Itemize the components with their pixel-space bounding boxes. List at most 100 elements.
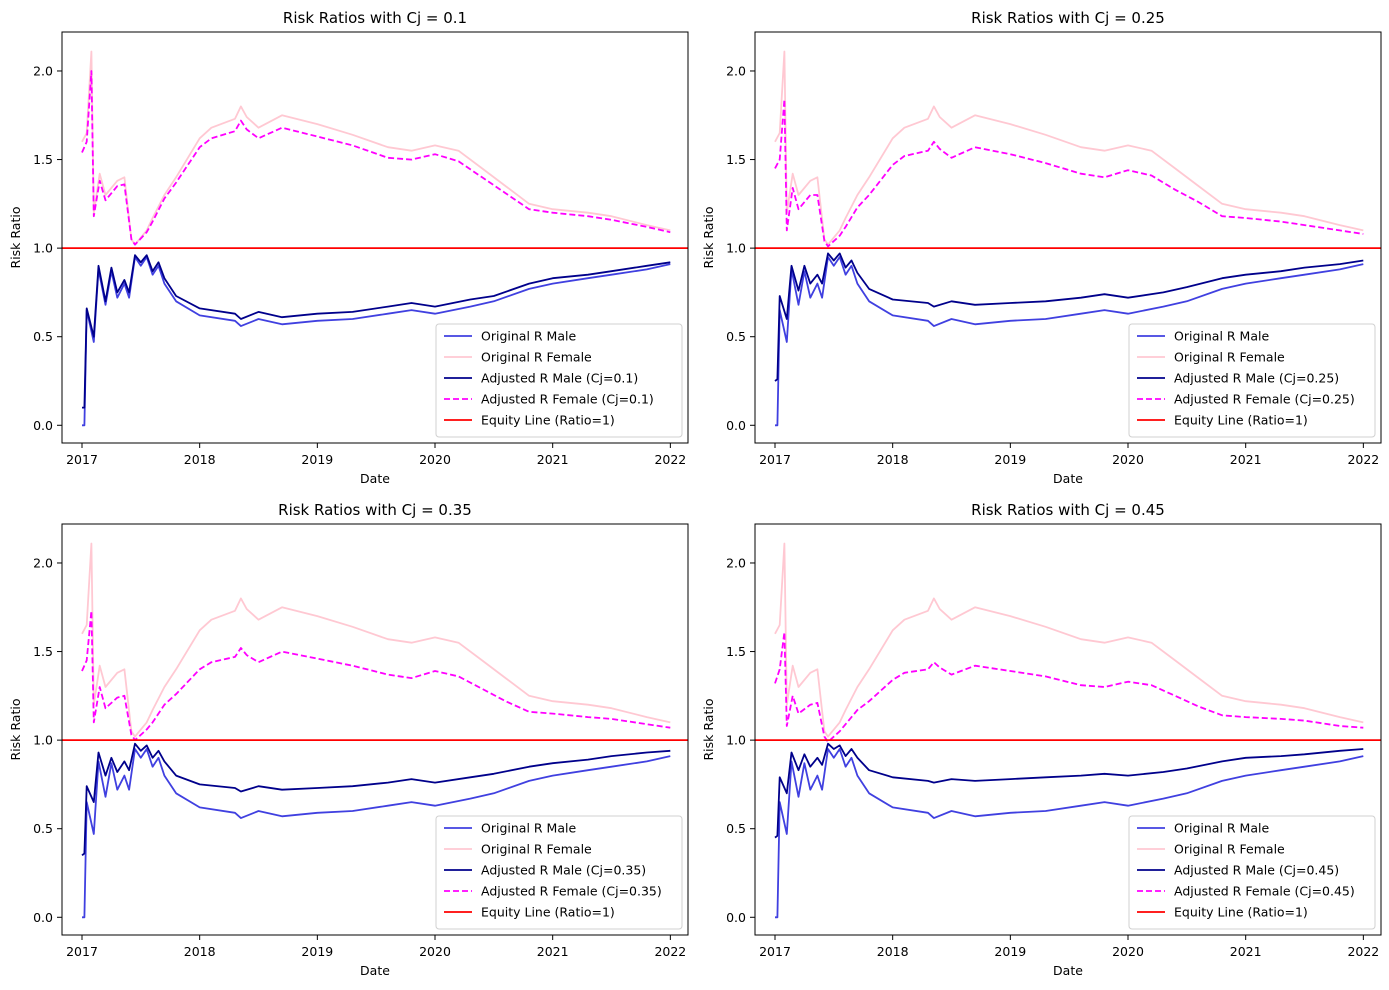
x-tick-label: 2020	[1112, 452, 1144, 467]
legend-label: Original R Female	[481, 842, 592, 857]
legend-label: Adjusted R Female (Cj=0.35)	[481, 884, 662, 899]
series-line-adj-male	[774, 742, 1364, 839]
legend-label: Adjusted R Female (Cj=0.25)	[1174, 392, 1355, 407]
legend-label: Adjusted R Female (Cj=0.45)	[1174, 884, 1355, 899]
legend: Original R Male Original R Female Adjusted…	[435, 815, 683, 930]
plot-area	[62, 542, 688, 919]
y-tick-label: 1.0	[726, 733, 746, 748]
y-tick-label: 1.0	[33, 241, 53, 256]
x-tick-label: 2019	[994, 944, 1026, 959]
x-tick-label: 2022	[654, 452, 686, 467]
y-axis-label: Risk Ratio	[701, 699, 716, 761]
legend-box	[1128, 323, 1376, 438]
x-axis-label: Date	[1053, 963, 1083, 978]
y-tick-label: 0.5	[33, 329, 53, 344]
legend-box	[435, 815, 683, 930]
x-tick-label: 2017	[66, 452, 98, 467]
y-tick-label: 1.5	[33, 644, 53, 659]
legend-label: Equity Line (Ratio=1)	[1174, 905, 1308, 920]
x-axis-label: Date	[360, 471, 390, 486]
legend-label: Original R Female	[1174, 842, 1285, 857]
series-line-adj-female	[774, 631, 1364, 743]
x-tick-label: 2017	[759, 452, 791, 467]
x-tick-label: 2021	[1230, 452, 1262, 467]
series-line-adj-female	[81, 70, 671, 246]
x-axis-label: Date	[360, 963, 390, 978]
legend-label: Equity Line (Ratio=1)	[481, 905, 615, 920]
y-axis-label: Risk Ratio	[701, 207, 716, 269]
x-axis-label: Date	[1053, 471, 1083, 486]
legend-label: Original R Male	[1174, 329, 1269, 344]
y-tick-label: 1.5	[726, 644, 746, 659]
legend-box	[1128, 815, 1376, 930]
axes-frame	[61, 31, 689, 444]
plot-area	[755, 542, 1381, 919]
y-axis-label: Risk Ratio	[8, 207, 23, 269]
y-tick-label: 2.0	[33, 555, 53, 570]
x-tick-label: 2017	[66, 944, 98, 959]
axes-frame	[61, 523, 689, 936]
legend-label: Original R Male	[481, 821, 576, 836]
subplot-1: Risk Ratios with Cj = 0.1 2017 2018 2019 202…	[8, 9, 689, 486]
y-tick-label: 0.0	[726, 910, 746, 925]
subplot-title: Risk Ratios with Cj = 0.25	[971, 9, 1165, 27]
legend-label: Original R Female	[1174, 350, 1285, 365]
x-tick-label: 2022	[654, 944, 686, 959]
x-tick-label: 2018	[877, 452, 909, 467]
x-tick-label: 2018	[184, 944, 216, 959]
legend-label: Original R Male	[481, 329, 576, 344]
x-tick-label: 2021	[1230, 944, 1262, 959]
series-line-orig-female	[81, 542, 671, 738]
axes-frame	[754, 523, 1382, 936]
legend-label: Original R Female	[481, 350, 592, 365]
legend-box	[435, 323, 683, 438]
series-line-orig-male	[775, 256, 1364, 427]
y-tick-label: 0.5	[726, 821, 746, 836]
y-tick-label: 1.0	[726, 241, 746, 256]
y-tick-label: 2.0	[33, 63, 53, 78]
y-axis-label: Risk Ratio	[8, 699, 23, 761]
subplot-title: Risk Ratios with Cj = 0.35	[278, 501, 472, 519]
series-line-adj-female	[81, 609, 671, 741]
series-line-orig-female	[774, 50, 1364, 246]
x-tick-label: 2019	[994, 452, 1026, 467]
legend: Original R Male Original R Female Adjusted…	[1128, 815, 1376, 930]
x-tick-label: 2019	[301, 452, 333, 467]
x-tick-label: 2019	[301, 944, 333, 959]
plot-area	[755, 50, 1381, 427]
y-tick-label: 0.0	[726, 418, 746, 433]
x-tick-label: 2020	[419, 944, 451, 959]
subplot-title: Risk Ratios with Cj = 0.1	[283, 9, 467, 27]
y-tick-label: 0.0	[33, 910, 53, 925]
axes-frame	[754, 31, 1382, 444]
plot-area	[62, 50, 688, 427]
x-tick-label: 2022	[1347, 452, 1379, 467]
x-tick-label: 2018	[184, 452, 216, 467]
y-tick-label: 1.5	[33, 152, 53, 167]
y-tick-label: 2.0	[726, 63, 746, 78]
y-tick-label: 1.0	[33, 733, 53, 748]
legend-label: Original R Male	[1174, 821, 1269, 836]
legend-label: Adjusted R Male (Cj=0.25)	[1174, 371, 1339, 386]
x-tick-label: 2021	[537, 944, 569, 959]
series-line-orig-male	[775, 748, 1364, 919]
x-tick-label: 2018	[877, 944, 909, 959]
series-line-adj-male	[774, 252, 1364, 382]
y-tick-label: 2.0	[726, 555, 746, 570]
subplot-3: Risk Ratios with Cj = 0.35 2017 2018 2019 20…	[8, 501, 689, 978]
subplot-title: Risk Ratios with Cj = 0.45	[971, 501, 1165, 519]
series-line-adj-male	[82, 254, 671, 409]
subplot-4: Risk Ratios with Cj = 0.45 2017 2018 2019 20…	[701, 501, 1382, 978]
legend: Original R Male Original R Female Adjusted…	[1128, 323, 1376, 438]
legend-label: Equity Line (Ratio=1)	[1174, 413, 1308, 428]
x-tick-label: 2020	[1112, 944, 1144, 959]
legend-label: Adjusted R Female (Cj=0.1)	[481, 392, 654, 407]
x-tick-label: 2017	[759, 944, 791, 959]
y-tick-label: 0.5	[726, 329, 746, 344]
x-tick-label: 2020	[419, 452, 451, 467]
legend-label: Equity Line (Ratio=1)	[481, 413, 615, 428]
y-tick-label: 1.5	[726, 152, 746, 167]
series-line-orig-female	[774, 542, 1364, 738]
subplot-2: Risk Ratios with Cj = 0.25 2017 2018 2019 20…	[701, 9, 1382, 486]
